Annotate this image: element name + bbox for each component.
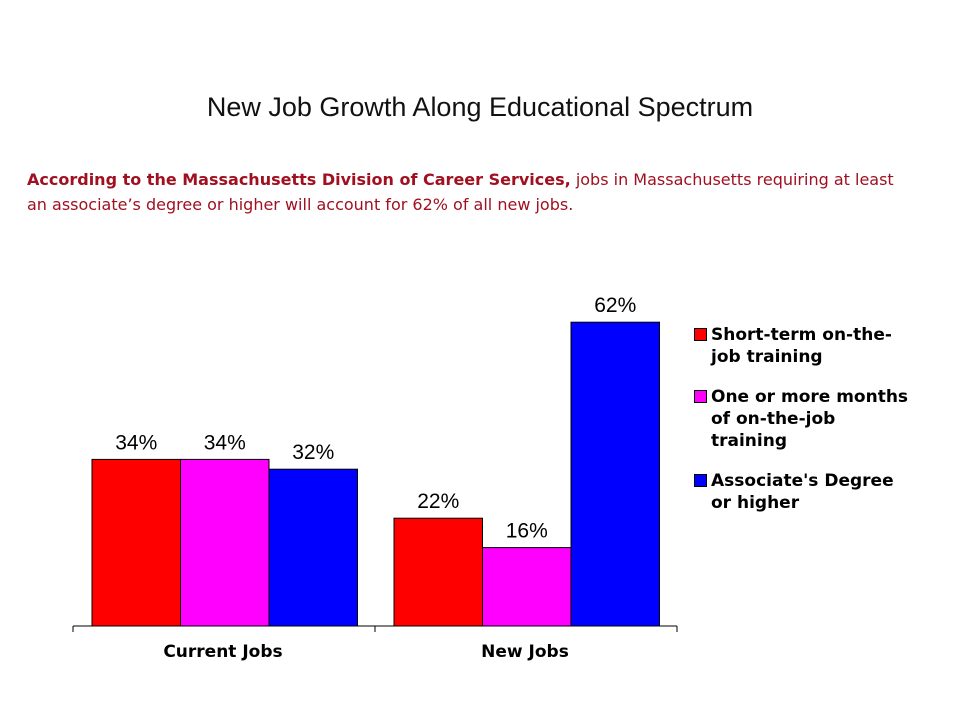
bar-current-jobs-associate: [268, 468, 358, 627]
legend-label-months: One or more months of on-the-job trainin…: [711, 387, 909, 451]
data-label-current-jobs-months: 34%: [204, 431, 246, 454]
legend-label-associate: Associate's Degree or higher: [711, 471, 894, 513]
bar-current-jobs-short-term: [91, 458, 181, 627]
bar-new-jobs-months: [482, 547, 572, 627]
legend-swatch-months: [694, 390, 707, 403]
data-label-current-jobs-short-term: 34%: [115, 431, 157, 454]
legend-item-associate: Associate's Degree or higher: [694, 470, 944, 514]
legend-label-short-term: Short-term on-the- job training: [711, 325, 892, 367]
slide-title: New Job Growth Along Educational Spectru…: [206, 92, 754, 122]
data-label-current-jobs-associate: 32%: [292, 441, 334, 464]
category-label-new-jobs: New Jobs: [481, 642, 569, 662]
legend-swatch-short-term: [694, 328, 707, 341]
legend-swatch-associate: [694, 474, 707, 487]
category-label-current-jobs: Current Jobs: [163, 642, 282, 662]
subtitle: According to the Massachusetts Division …: [27, 167, 907, 217]
bar-new-jobs-associate: [570, 321, 660, 627]
legend-item-short-term: Short-term on-the- job training: [694, 324, 944, 368]
subtitle-text: jobs in Massachusetts requiring at least…: [27, 170, 894, 214]
bar-current-jobs-months: [180, 458, 270, 627]
data-label-new-jobs-associate: 62%: [594, 294, 636, 317]
chart-legend: Short-term on-the- job training One or m…: [694, 324, 944, 532]
data-label-new-jobs-short-term: 22%: [417, 490, 459, 513]
data-label-new-jobs-months: 16%: [506, 520, 548, 543]
bar-new-jobs-short-term: [393, 517, 483, 627]
legend-item-months: One or more months of on-the-job trainin…: [694, 386, 944, 452]
subtitle-source: According to the Massachusetts Division …: [27, 170, 571, 189]
